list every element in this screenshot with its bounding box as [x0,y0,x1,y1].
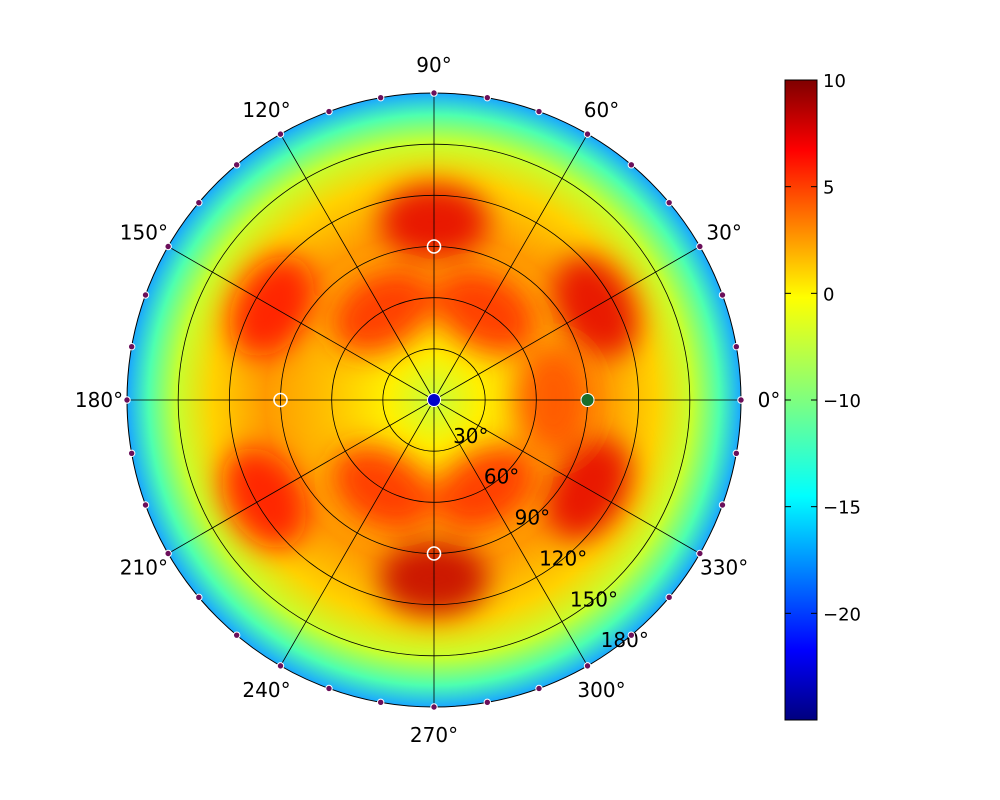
edge-marker [164,549,172,558]
marker-bottom-open [426,546,442,561]
theta-tick-label: 240° [242,678,290,702]
theta-tick-label: 300° [577,678,625,702]
theta-tick-label: 330° [700,556,748,580]
theta-grid-line [433,133,588,401]
edge-marker [430,703,438,711]
edge-marker [732,342,741,351]
theta-grid-line [280,133,435,401]
marker-left-open [273,392,288,408]
edge-marker [732,449,741,458]
edge-marker [665,198,673,207]
edge-marker [127,342,136,351]
marker-green [580,393,595,407]
edge-marker [141,291,150,299]
edge-marker [123,396,131,404]
theta-grid-line [433,399,588,667]
marker-top-open [426,239,442,254]
theta-tick-labels: 0° 30° 60° 90° 120° 150° 180° 210° 240° 270° 300° 3… [75,53,780,747]
edge-marker [141,501,150,509]
edge-marker [583,130,592,138]
edge-marker [737,396,745,404]
r-tick-label: 90° [515,506,550,530]
edge-marker [325,684,333,693]
r-tick-label: 180° [601,628,649,652]
edge-marker [665,593,673,602]
theta-grid-line [167,246,435,401]
colorbar-tick-label: 10 [823,71,846,92]
edge-marker [376,93,385,102]
theta-tick-label: 270° [410,723,458,747]
edge-marker [195,198,203,207]
r-tick-label: 30° [453,424,488,448]
edge-marker [535,684,543,693]
edge-marker [535,107,543,116]
edge-marker [627,631,636,639]
polar-grid [127,93,741,707]
r-tick-label: 60° [484,465,519,489]
theta-tick-label: 0° [758,388,781,412]
edge-marker [483,93,492,102]
edge-marker [195,593,203,602]
theta-tick-label: 60° [584,98,619,122]
marker-center [427,393,441,407]
r-tick-label: 120° [539,546,587,570]
edge-marker [696,549,704,558]
edge-markers [123,89,745,711]
edge-marker [483,698,492,707]
colorbar-tick-label: −10 [823,391,861,412]
edge-marker [718,291,727,299]
theta-tick-label: 210° [120,556,168,580]
point-markers [273,239,595,561]
theta-grid-line [433,399,701,554]
edge-marker [276,130,285,138]
theta-tick-label: 120° [242,98,290,122]
theta-tick-label: 90° [416,53,451,77]
r-tick-label: 150° [570,587,618,611]
theta-tick-label: 180° [75,388,123,412]
edge-marker [627,161,636,169]
theta-grid-line [167,399,435,554]
edge-marker [276,662,285,670]
theta-tick-label: 150° [120,221,168,245]
edge-marker [718,501,727,509]
colorbar-tick-label: 5 [823,178,834,199]
colorbar: 10 5 0 −10 −15 −20 [784,71,861,721]
colorbar-tick-label: −15 [823,498,861,519]
edge-marker [696,242,704,251]
edge-marker [430,89,438,97]
edge-marker [325,107,333,116]
edge-marker [127,449,136,458]
theta-grid-line [433,246,701,401]
edge-marker [232,631,241,639]
colorbar-tick-label: −20 [823,604,861,625]
edge-marker [232,161,241,169]
theta-tick-label: 30° [706,221,741,245]
radial-tick-labels: 30° 60° 90° 120° 150° 180° [453,424,649,652]
theta-grid-line [280,399,435,667]
colorbar-tick-label: 0 [823,284,834,305]
edge-marker [164,242,172,251]
edge-marker [376,698,385,707]
edge-marker [583,662,592,670]
